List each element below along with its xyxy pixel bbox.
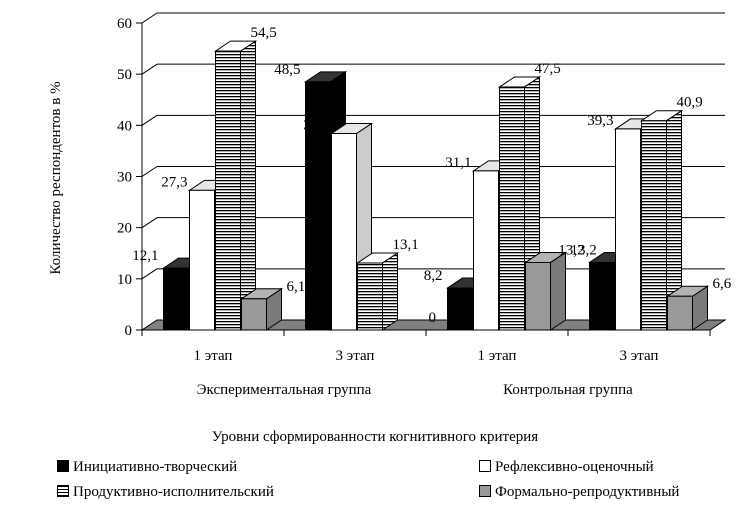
legend-label: Инициативно-творческий: [73, 459, 238, 475]
bar: [215, 50, 241, 331]
y-tick-label: 50: [117, 67, 132, 83]
x-tick-label: 3 этап: [336, 348, 375, 364]
data-label: 48,5: [274, 62, 300, 78]
bar-side: [382, 252, 398, 331]
legend-item-initiative-creative: Инициативно-творческий: [57, 458, 237, 476]
bar-side: [240, 40, 256, 331]
group-label: Контрольная группа: [503, 382, 633, 398]
grid-diagonal: [141, 217, 158, 229]
data-label: 54,5: [251, 25, 277, 41]
bar: [305, 81, 331, 331]
x-tick-label: 1 этап: [478, 348, 517, 364]
data-label: 31,1: [445, 155, 471, 171]
data-label: 13,1: [393, 237, 419, 253]
x-axis-title: Уровни сформированности когнитивного кри…: [211, 429, 539, 445]
data-label: 13,2: [558, 242, 584, 258]
grid-diagonal: [141, 268, 158, 280]
bar: [525, 261, 551, 331]
grid-diagonal: [141, 114, 158, 126]
legend-swatch-gray: [479, 485, 491, 497]
labels-layer: 12,1 27,3 54,5 6,1 48,5 38,4 13,1 0 8,2 31,1 47,5 1…: [132, 25, 732, 326]
data-label: 40,9: [677, 95, 703, 111]
bars-layer: [161, 40, 710, 331]
bar-chart: 0 10 20 30 40 50 60 1 этап 3 этап 1 этап 3 этап Экс…: [48, 12, 732, 398]
data-label: 38,4: [303, 118, 330, 134]
legend-swatch-black: [57, 460, 69, 472]
y-tick-label: 20: [117, 221, 132, 237]
bar: [589, 261, 615, 331]
y-tick-label: 30: [117, 170, 132, 186]
legend-label: Продуктивно-исполнительский: [73, 484, 274, 500]
data-label: 27,3: [161, 174, 187, 190]
y-tick-label: 40: [117, 118, 132, 134]
legend-item-productive-executive: Продуктивно-исполнительский: [57, 483, 274, 501]
data-label: 0: [429, 310, 437, 326]
legend-label: Формально-репродуктивный: [495, 484, 680, 500]
legend-swatch-white: [479, 460, 491, 472]
bar: [331, 133, 357, 331]
data-label: 6,1: [287, 279, 306, 295]
bar: [667, 295, 693, 331]
legend-item-reflexive-evaluative: Рефлексивно-оценочный: [479, 458, 654, 476]
data-label: 39,3: [587, 113, 613, 129]
data-label: 12,1: [132, 248, 158, 264]
y-tick-label: 10: [117, 272, 132, 288]
bar: [163, 267, 189, 331]
data-label: 13,2: [571, 242, 597, 258]
legend-item-formal-reproductive: Формально-репродуктивный: [479, 483, 679, 501]
bar: [499, 86, 525, 331]
grid-diagonal: [141, 12, 158, 24]
y-tick-label: 0: [125, 323, 133, 339]
legend-swatch-striped: [57, 485, 69, 497]
grid-diagonal: [141, 63, 158, 75]
legend: Инициативно-творческий Рефлексивно-оцено…: [0, 456, 750, 506]
group-label: Экспериментальная группа: [197, 382, 372, 398]
y-tick-label: 60: [117, 16, 132, 32]
x-tick-label: 1 этап: [194, 348, 233, 364]
bar: [189, 189, 215, 331]
legend-label: Рефлексивно-оценочный: [495, 459, 654, 475]
bar: [641, 120, 667, 331]
y-axis-title: Количество респондентов в %: [48, 81, 64, 274]
x-tick-label: 3 этап: [620, 348, 659, 364]
axis-layer: 0 10 20 30 40 50 60 1 этап 3 этап 1 этап 3 этап Экс…: [117, 16, 727, 398]
bar: [447, 287, 473, 331]
data-label: 6,6: [713, 276, 732, 292]
bar: [615, 128, 641, 331]
bar: [357, 262, 383, 331]
data-label: 47,5: [535, 61, 561, 77]
data-label: 8,2: [424, 268, 443, 284]
bar: [473, 170, 499, 331]
grid-diagonal: [141, 166, 158, 177]
bar: [241, 298, 267, 331]
bar-side: [550, 251, 566, 331]
